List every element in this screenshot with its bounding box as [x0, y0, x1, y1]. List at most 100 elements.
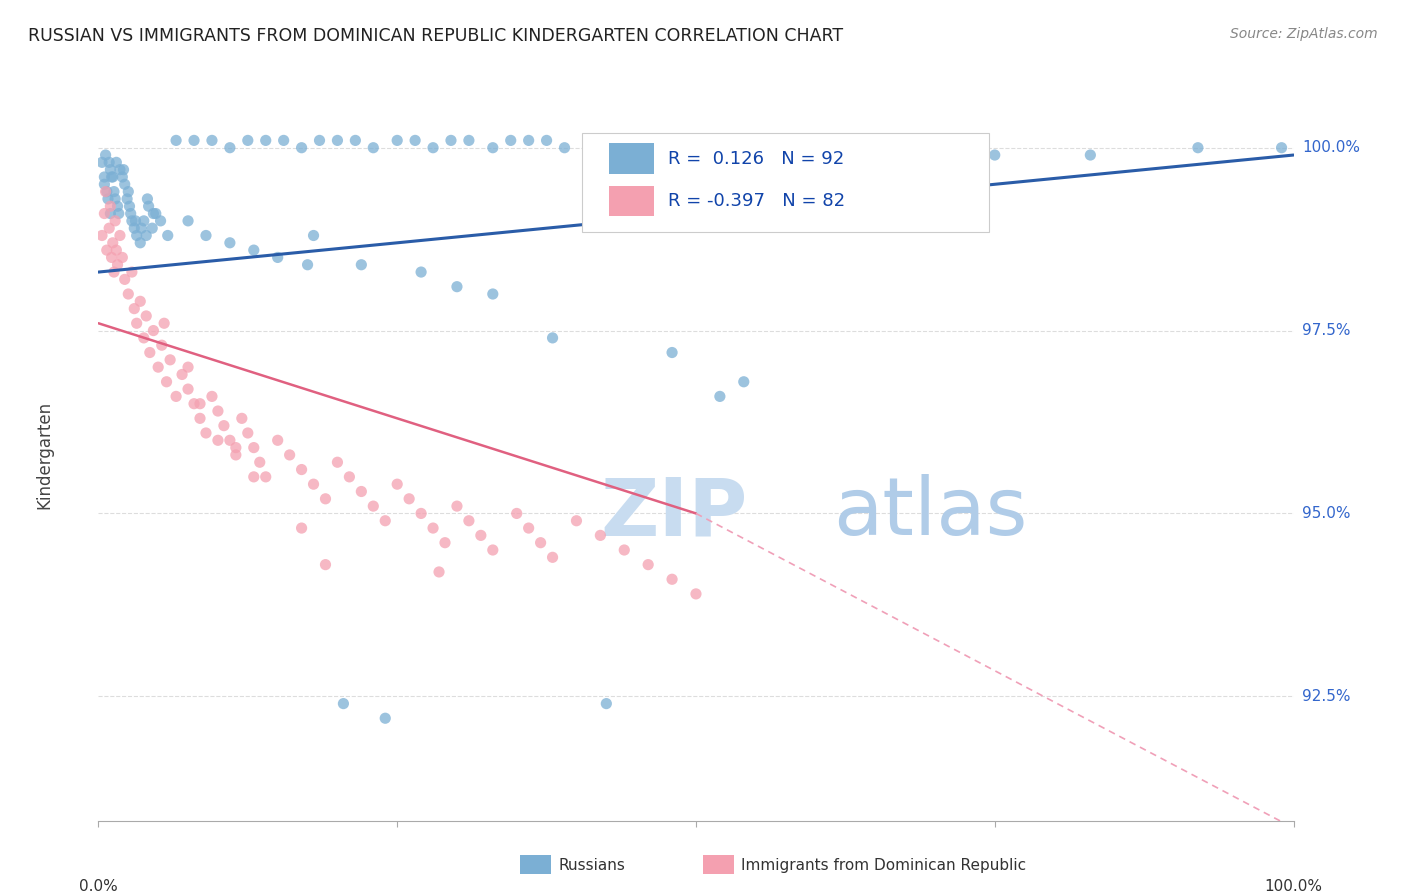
Point — [120, 206, 142, 220]
Point — [530, 535, 553, 549]
Point — [201, 133, 224, 147]
Point — [117, 287, 139, 301]
Point — [136, 192, 159, 206]
Point — [155, 375, 177, 389]
Point — [107, 199, 129, 213]
Point — [91, 228, 114, 243]
Point — [108, 162, 131, 177]
Point — [156, 228, 179, 243]
Point — [554, 141, 576, 155]
Point — [602, 133, 624, 147]
Point — [267, 434, 290, 448]
Point — [499, 133, 522, 147]
Point — [733, 375, 755, 389]
Point — [104, 192, 127, 206]
Point — [100, 251, 122, 265]
Point — [188, 397, 211, 411]
Text: 100.0%: 100.0% — [1264, 880, 1323, 892]
Point — [637, 558, 659, 572]
Point — [481, 543, 505, 558]
Point — [440, 133, 463, 147]
Text: 97.5%: 97.5% — [1302, 323, 1350, 338]
Point — [177, 360, 200, 375]
Point — [108, 228, 131, 243]
Point — [114, 178, 136, 192]
Point — [93, 206, 115, 220]
Point — [626, 141, 648, 155]
Point — [374, 514, 396, 528]
Text: Source: ZipAtlas.com: Source: ZipAtlas.com — [1230, 27, 1378, 41]
Text: ZIP: ZIP — [600, 475, 748, 552]
Point — [363, 141, 385, 155]
Point — [165, 389, 187, 403]
Point — [101, 235, 124, 250]
Point — [344, 133, 367, 147]
Point — [111, 169, 134, 184]
Point — [236, 425, 259, 440]
Point — [273, 133, 295, 147]
Point — [565, 514, 588, 528]
Point — [536, 133, 558, 147]
Point — [427, 565, 450, 579]
Point — [673, 133, 696, 147]
Point — [661, 572, 683, 586]
Point — [517, 521, 540, 535]
Point — [94, 185, 117, 199]
Point — [297, 258, 319, 272]
Text: atlas: atlas — [834, 475, 1028, 552]
Point — [149, 214, 172, 228]
Point — [422, 521, 444, 535]
Point — [124, 221, 146, 235]
Point — [595, 697, 617, 711]
Point — [326, 455, 349, 469]
Point — [98, 221, 121, 235]
Point — [107, 258, 129, 272]
Text: 95.0%: 95.0% — [1302, 506, 1350, 521]
Point — [105, 243, 128, 257]
Point — [165, 133, 187, 147]
Point — [150, 338, 173, 352]
Point — [97, 192, 120, 206]
Point — [121, 265, 143, 279]
Point — [326, 133, 349, 147]
Point — [177, 382, 200, 396]
Point — [94, 148, 117, 162]
Point — [112, 162, 135, 177]
Point — [315, 558, 337, 572]
Point — [142, 324, 165, 338]
Point — [685, 587, 707, 601]
Text: RUSSIAN VS IMMIGRANTS FROM DOMINICAN REPUBLIC KINDERGARTEN CORRELATION CHART: RUSSIAN VS IMMIGRANTS FROM DOMINICAN REP… — [28, 27, 844, 45]
Point — [125, 316, 148, 330]
Point — [212, 418, 235, 433]
Point — [96, 185, 118, 199]
Point — [98, 155, 121, 169]
Point — [153, 316, 176, 330]
Point — [589, 528, 612, 542]
Point — [98, 162, 122, 177]
Point — [350, 484, 373, 499]
Point — [1187, 141, 1209, 155]
Point — [188, 411, 211, 425]
Text: 100.0%: 100.0% — [1302, 140, 1360, 155]
Point — [142, 206, 165, 220]
Point — [249, 455, 271, 469]
Point — [385, 477, 409, 491]
Point — [481, 287, 505, 301]
Point — [159, 352, 181, 367]
Point — [411, 507, 433, 521]
Point — [411, 265, 433, 279]
Point — [278, 448, 301, 462]
Text: R =  0.126   N = 92: R = 0.126 N = 92 — [668, 150, 845, 168]
Point — [100, 169, 122, 184]
Point — [578, 133, 600, 147]
Point — [302, 477, 325, 491]
Point — [135, 309, 157, 323]
Point — [98, 199, 122, 213]
Point — [339, 470, 361, 484]
Point — [96, 243, 118, 257]
Point — [131, 221, 153, 235]
Point — [103, 185, 125, 199]
Point — [243, 470, 266, 484]
Point — [1080, 148, 1102, 162]
Point — [1271, 141, 1294, 155]
